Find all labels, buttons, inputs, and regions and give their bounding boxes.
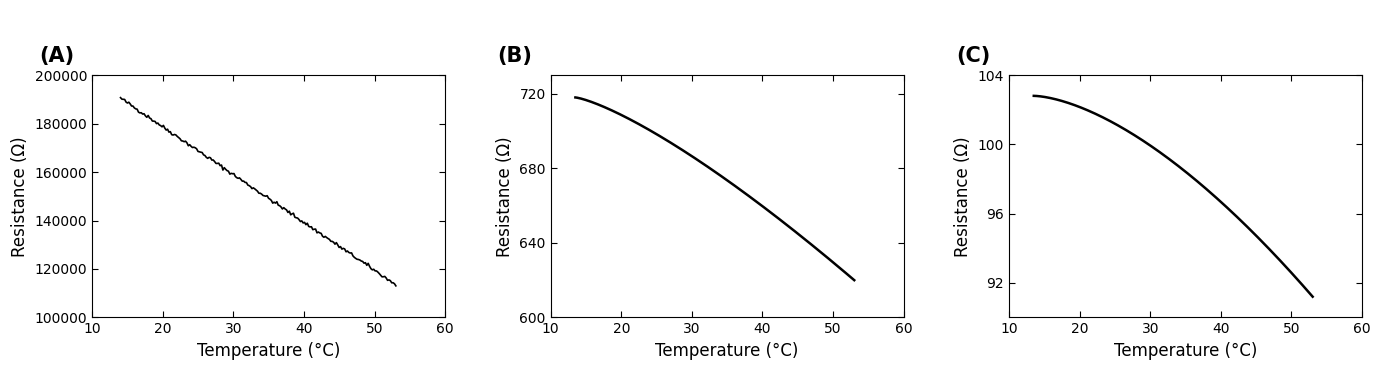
X-axis label: Temperature (°C): Temperature (°C): [1114, 342, 1258, 360]
Text: (B): (B): [498, 46, 532, 66]
Y-axis label: Resistance (Ω): Resistance (Ω): [496, 136, 514, 257]
Y-axis label: Resistance (Ω): Resistance (Ω): [11, 136, 29, 257]
Y-axis label: Resistance (Ω): Resistance (Ω): [955, 136, 973, 257]
Text: (C): (C): [956, 46, 991, 66]
X-axis label: Temperature (°C): Temperature (°C): [198, 342, 340, 360]
Text: (A): (A): [39, 46, 75, 66]
X-axis label: Temperature (°C): Temperature (°C): [655, 342, 799, 360]
